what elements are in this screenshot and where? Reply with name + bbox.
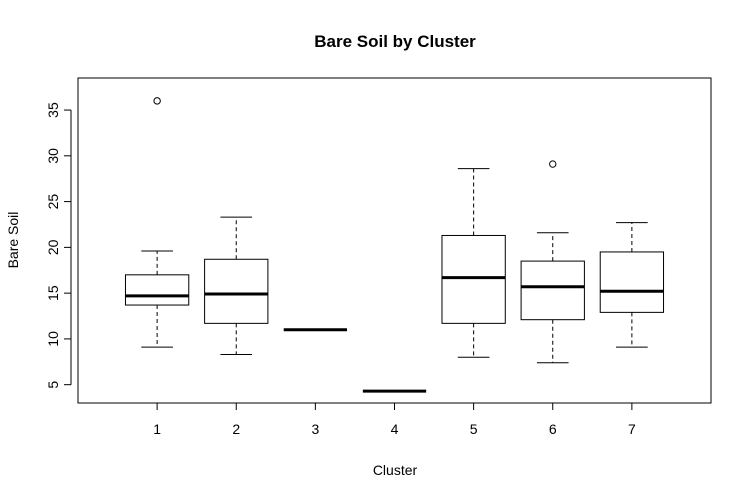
box-cluster-6 (520, 160, 585, 364)
y-tick-label-15: 15 (45, 285, 61, 301)
y-tick-label-5: 5 (45, 381, 61, 389)
boxes-layer (124, 97, 665, 393)
y-axis-label: Bare Soil (5, 212, 21, 269)
y-axis: 5 10 15 20 25 30 35 (45, 102, 72, 389)
y-tick-label-10: 10 (45, 331, 61, 347)
box-cluster-2 (204, 216, 269, 355)
chart-title: Bare Soil by Cluster (314, 32, 476, 51)
outlier-point (549, 160, 557, 168)
plot-frame (77, 77, 712, 404)
y-tick-label-25: 25 (45, 194, 61, 210)
x-tick-label-6: 6 (549, 421, 557, 437)
y-tick-label-35: 35 (45, 102, 61, 118)
x-tick-label-2: 2 (232, 421, 240, 437)
x-tick-label-3: 3 (311, 421, 319, 437)
y-tick-label-30: 30 (45, 148, 61, 164)
x-tick-label-1: 1 (153, 421, 161, 437)
x-axis-label: Cluster (373, 462, 418, 478)
outlier-point (153, 97, 161, 105)
box-cluster-5 (441, 168, 506, 358)
box-iqr (124, 274, 190, 306)
y-tick-label-20: 20 (45, 239, 61, 255)
x-tick-label-5: 5 (470, 421, 478, 437)
box-iqr (520, 260, 585, 321)
box-cluster-1 (124, 97, 190, 348)
x-axis: 1 2 3 4 5 6 7 (153, 402, 636, 437)
box-cluster-7 (599, 222, 665, 348)
box-iqr (204, 258, 269, 324)
x-tick-label-7: 7 (628, 421, 636, 437)
box-iqr (441, 234, 506, 324)
x-tick-label-4: 4 (391, 421, 399, 437)
box-iqr (599, 251, 665, 313)
